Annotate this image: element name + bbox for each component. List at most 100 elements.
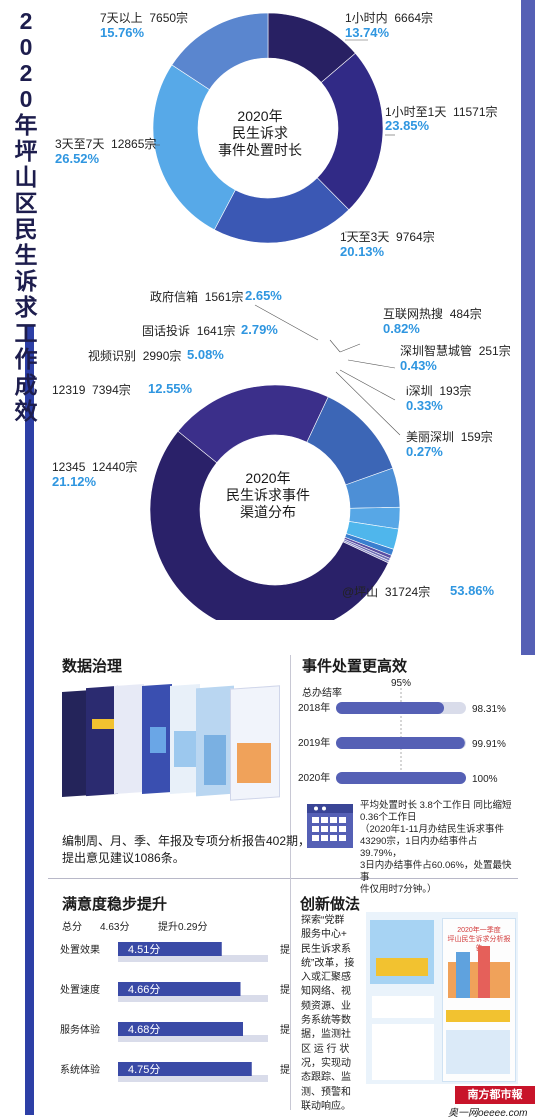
slice-pct-3-7days: 26.52% (55, 151, 100, 166)
innovation-line: 务系统等数 (301, 1015, 351, 1027)
report-covers-image (62, 683, 282, 803)
channel-label-pingshan: @坪山 31724宗 (342, 585, 431, 599)
bar-value-label: 98.31% (472, 704, 506, 715)
channel-label-12319: 12319 7394宗 (52, 383, 131, 397)
sat-bar-shadow (118, 995, 268, 1002)
duration-donut-chart (150, 12, 395, 244)
efficiency-subtitle: 总办结率 (302, 688, 342, 699)
duration-center-label: 2020年 民生诉求 事件处置时长 (218, 108, 302, 158)
donut-slice (171, 12, 269, 91)
innovation-line: 态跟踪、监 (301, 1072, 351, 1084)
sat-bar (118, 1062, 252, 1076)
sat-category-label: 处置速度 (60, 983, 100, 996)
channel-label-internet: 互联网热搜 484宗 (383, 307, 482, 321)
channel-pct-ishenzhen: 0.33% (406, 398, 443, 413)
satisfaction-title: 满意度稳步提升 (62, 896, 168, 913)
completion-bar (336, 702, 445, 714)
donut-slice (342, 540, 390, 564)
innovation-line: 据，监测社 (301, 1029, 351, 1041)
leader-line (329, 339, 341, 353)
bar-category-label: 2018年 (298, 701, 330, 714)
channel-label-video: 视频识别 2990宗 (88, 349, 182, 363)
vertical-divider (290, 655, 291, 1110)
bar-category-label: 2019年 (298, 736, 330, 749)
leader-line (339, 343, 361, 353)
sat-bar (118, 942, 222, 956)
title-char: 区 (14, 190, 38, 216)
leader-line (335, 371, 401, 436)
completion-rate-bar-chart: 95% 2018年 98.31% 2019年 99.91% 2020年 100% (298, 678, 506, 785)
title-char: 工 (14, 320, 38, 346)
slice-pct-1-3days: 20.13% (340, 244, 385, 259)
innovation-line: 知网络、视 (301, 986, 351, 998)
innovation-line: 入或汇聚感 (301, 972, 351, 984)
channel-label-smart-city: 深圳智慧城管 251宗 (400, 344, 511, 358)
sat-category-label: 系统体验 (60, 1063, 100, 1076)
channel-pct-smart-city: 0.43% (400, 358, 437, 373)
innovation-line: 测、预警和 (301, 1086, 351, 1098)
slice-pct-1hour: 13.74% (345, 25, 390, 40)
channel-pct-12319: 12.55% (148, 381, 193, 396)
channel-pct-12345: 21.12% (52, 474, 97, 489)
threshold-label: 95% (391, 678, 411, 689)
sat-category-label: 服务体验 (60, 1023, 100, 1036)
sat-gain-label: 提升0.38分 (280, 944, 290, 956)
title-char: 0 (19, 86, 33, 112)
innovation-line: 区 运 行 状 (301, 1043, 350, 1055)
satisfaction-total-gain: 提升0.29分 (158, 922, 208, 933)
innovation-line: 统”改革，接 (301, 957, 355, 969)
sat-value-label: 4.75分 (128, 1063, 160, 1076)
title-char: 成 (14, 372, 38, 398)
sat-value-label: 4.66分 (128, 983, 160, 996)
slice-pct-7days-plus: 15.76% (100, 25, 145, 40)
donut-slice (149, 430, 389, 620)
efficiency-note: 平均处置时长 3.8个工作日 同比缩短 0.36个工作日 （2020年1-11月… (360, 800, 512, 895)
channel-pct-video: 5.08% (187, 347, 224, 362)
innovation-description: 探索“党群 服务中心+ 民生诉求系 统”改革，接 入或汇聚感 知网络、视 频资源、业 务系统等… (301, 914, 363, 1114)
channel-label-phone: 固话投诉 1641宗 (142, 324, 236, 338)
efficiency-title: 事件处置更高效 (302, 658, 408, 675)
title-char: 0 (19, 34, 33, 60)
satisfaction-total-label: 总分 (62, 922, 82, 933)
title-char: 年 (14, 112, 38, 138)
innovation-title: 创新做法 (300, 896, 361, 913)
channel-label-mailbox: 政府信箱 1561宗 (150, 290, 244, 304)
channel-center-label: 2020年 民生诉求事件 渠道分布 (226, 470, 310, 520)
channel-donut-chart (149, 304, 401, 620)
title-char: 2 (19, 8, 33, 34)
leader-line (339, 369, 396, 401)
slice-label-1hour: 1小时内 6664宗 (345, 11, 434, 25)
sat-value-label: 4.68分 (128, 1023, 160, 1036)
leader-line (254, 304, 319, 341)
sat-gain-label: 提升0.32分 (280, 984, 290, 996)
brand-watermark: 南方都市報 (455, 1086, 535, 1104)
sat-category-label: 处置效果 (60, 943, 100, 956)
data-governance-caption: 编制周、月、季、年报及专项分析报告402期， 提出意见建议1086条。 (62, 834, 311, 865)
sat-gain-label: 提升0.19分 (280, 1064, 290, 1076)
sat-bar-shadow (118, 1035, 268, 1042)
right-accent-bar (521, 0, 535, 655)
slice-label-1hour-1day: 1小时至1天 11571宗 (385, 105, 498, 119)
bar-category-label: 2020年 (298, 771, 330, 784)
bar-value-label: 100% (472, 774, 498, 785)
slice-pct-1hour-1day: 23.85% (385, 118, 430, 133)
channel-pct-internet: 0.82% (383, 321, 420, 336)
sat-bar-shadow (118, 955, 268, 962)
left-accent-bar (25, 325, 34, 1115)
sat-bar (118, 1022, 243, 1036)
bar-value-label: 99.91% (472, 739, 506, 750)
sat-gain-label: 提升0.24分 (280, 1024, 290, 1036)
site-watermark: 奥一网oeeee.com (448, 1108, 528, 1119)
channel-label-ishenzhen: i深圳 193宗 (406, 384, 472, 398)
title-char: 求 (14, 294, 38, 320)
completion-bar (336, 737, 465, 749)
channel-pct-pingshan: 53.86% (450, 583, 495, 598)
mid-divider (48, 878, 518, 879)
title-char: 诉 (14, 268, 38, 294)
title-char: 2 (19, 60, 33, 86)
channel-label-12345: 12345 12440宗 (52, 460, 138, 474)
donut-slice (152, 64, 236, 231)
channel-pct-beautiful: 0.27% (406, 444, 443, 459)
innovation-poster-image: 2020年一季度 坪山民生诉求分析报告 (366, 912, 518, 1084)
